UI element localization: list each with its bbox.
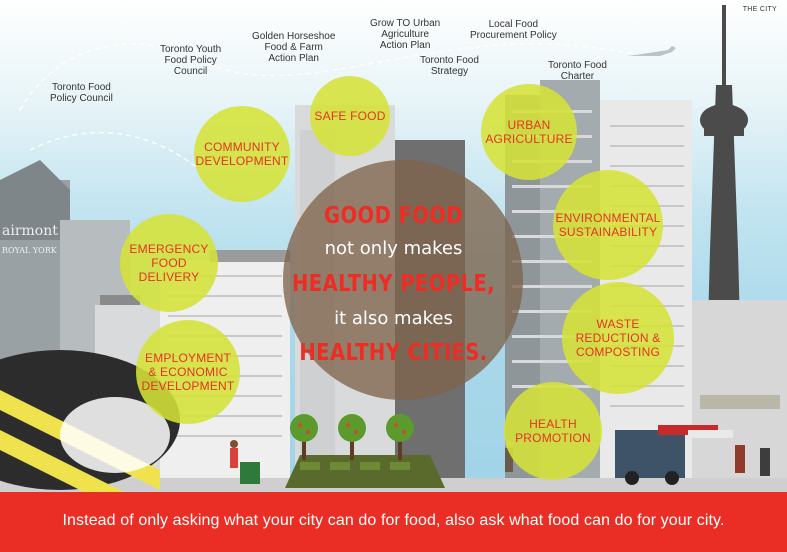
headline-healthy-cities: HEALTHY CITIES. [299, 340, 488, 366]
park-trees [290, 414, 414, 460]
fairmont-sign: airmont ROYAL YORK [2, 223, 58, 255]
policy-label-food-policy-council: Toronto Food Policy Council [50, 82, 113, 104]
text-it-also-makes: it also makes [334, 308, 453, 329]
headline-healthy-people: HEALTHY PEOPLE, [292, 271, 495, 297]
compost-bin [240, 462, 260, 484]
person [230, 448, 238, 468]
policy-label-urban-agriculture-plan: Grow TO Urban Agriculture Action Plan [370, 18, 441, 51]
policy-label-procurement: Local Food Procurement Policy [470, 19, 557, 41]
footer-banner [0, 492, 787, 552]
bubble-waste-reduction: WASTE REDUCTION & COMPOSTING [562, 282, 674, 394]
policy-label-golden-horseshoe: Golden Horseshoe Food & Farm Action Plan [252, 31, 336, 64]
pedestrian [505, 448, 513, 472]
svg-text:airmont: airmont [2, 223, 58, 239]
bubble-health-promotion: HEALTH PROMOTION [504, 382, 602, 480]
text-not-only-makes: not only makes [324, 238, 463, 259]
bubble-safe-food: SAFE FOOD [310, 76, 390, 156]
footer-tagline: Instead of only asking what your city ca… [62, 512, 725, 529]
bubble-emergency-food-delivery: EMERGENCY FOOD DELIVERY [120, 214, 218, 312]
headline-good-food: GOOD FOOD [324, 203, 463, 229]
policy-label-youth-council: Toronto Youth Food Policy Council [160, 44, 222, 77]
bee-illustration [0, 350, 180, 500]
bubble-urban-agriculture: URBAN AGRICULTURE [481, 84, 577, 180]
bubble-environmental-sustainability: ENVIRONMENTAL SUSTAINABILITY [553, 170, 663, 280]
bubble-employment: EMPLOYMENT & ECONOMIC DEVELOPMENT [136, 320, 240, 424]
policy-label-food-strategy: Toronto Food Strategy [420, 55, 479, 77]
central-message-circle [283, 160, 523, 400]
corner-label: THE CITY [742, 6, 777, 13]
policy-label-food-charter: Toronto Food Charter [548, 60, 607, 82]
airplane-icon [628, 46, 676, 56]
svg-text:ROYAL YORK: ROYAL YORK [2, 246, 58, 255]
bubble-community-development: COMMUNITY DEVELOPMENT [194, 106, 290, 202]
